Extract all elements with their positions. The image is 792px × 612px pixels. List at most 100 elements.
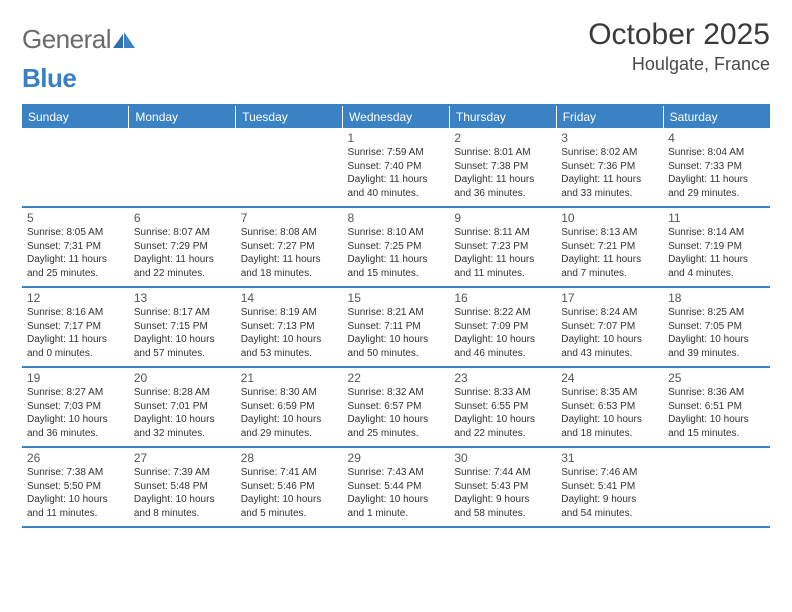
- calendar-day-cell: 9Sunrise: 8:11 AMSunset: 7:23 PMDaylight…: [449, 207, 556, 287]
- logo-sail-icon: [113, 24, 135, 55]
- calendar-day-cell: 16Sunrise: 8:22 AMSunset: 7:09 PMDayligh…: [449, 287, 556, 367]
- logo: General Blue: [22, 24, 135, 94]
- day-details: Sunrise: 8:36 AMSunset: 6:51 PMDaylight:…: [668, 386, 765, 440]
- day-number: 7: [241, 211, 338, 225]
- day-number: 16: [454, 291, 551, 305]
- calendar-day-cell: 21Sunrise: 8:30 AMSunset: 6:59 PMDayligh…: [236, 367, 343, 447]
- day-details: Sunrise: 8:30 AMSunset: 6:59 PMDaylight:…: [241, 386, 338, 440]
- day-number: 25: [668, 371, 765, 385]
- calendar-day-cell: 11Sunrise: 8:14 AMSunset: 7:19 PMDayligh…: [663, 207, 770, 287]
- day-number: 11: [668, 211, 765, 225]
- day-details: Sunrise: 8:33 AMSunset: 6:55 PMDaylight:…: [454, 386, 551, 440]
- day-number: 23: [454, 371, 551, 385]
- calendar-empty-cell: [22, 128, 129, 207]
- day-details: Sunrise: 8:27 AMSunset: 7:03 PMDaylight:…: [27, 386, 124, 440]
- calendar-day-cell: 19Sunrise: 8:27 AMSunset: 7:03 PMDayligh…: [22, 367, 129, 447]
- day-number: 10: [561, 211, 658, 225]
- day-number: 15: [348, 291, 445, 305]
- calendar-table: SundayMondayTuesdayWednesdayThursdayFrid…: [22, 106, 770, 528]
- day-details: Sunrise: 8:24 AMSunset: 7:07 PMDaylight:…: [561, 306, 658, 360]
- calendar-day-cell: 30Sunrise: 7:44 AMSunset: 5:43 PMDayligh…: [449, 447, 556, 527]
- day-number: 9: [454, 211, 551, 225]
- day-details: Sunrise: 8:35 AMSunset: 6:53 PMDaylight:…: [561, 386, 658, 440]
- calendar-day-cell: 26Sunrise: 7:38 AMSunset: 5:50 PMDayligh…: [22, 447, 129, 527]
- calendar-head: SundayMondayTuesdayWednesdayThursdayFrid…: [22, 106, 770, 128]
- day-details: Sunrise: 8:14 AMSunset: 7:19 PMDaylight:…: [668, 226, 765, 280]
- calendar-day-cell: 6Sunrise: 8:07 AMSunset: 7:29 PMDaylight…: [129, 207, 236, 287]
- calendar-day-cell: 29Sunrise: 7:43 AMSunset: 5:44 PMDayligh…: [343, 447, 450, 527]
- day-details: Sunrise: 8:25 AMSunset: 7:05 PMDaylight:…: [668, 306, 765, 360]
- day-details: Sunrise: 8:17 AMSunset: 7:15 PMDaylight:…: [134, 306, 231, 360]
- day-header: Monday: [129, 106, 236, 128]
- day-number: 28: [241, 451, 338, 465]
- calendar-week-row: 5Sunrise: 8:05 AMSunset: 7:31 PMDaylight…: [22, 207, 770, 287]
- day-number: 24: [561, 371, 658, 385]
- day-number: 6: [134, 211, 231, 225]
- location-label: Houlgate, France: [588, 54, 770, 75]
- calendar-day-cell: 31Sunrise: 7:46 AMSunset: 5:41 PMDayligh…: [556, 447, 663, 527]
- calendar-week-row: 1Sunrise: 7:59 AMSunset: 7:40 PMDaylight…: [22, 128, 770, 207]
- day-header: Tuesday: [236, 106, 343, 128]
- day-details: Sunrise: 8:32 AMSunset: 6:57 PMDaylight:…: [348, 386, 445, 440]
- calendar-body: 1Sunrise: 7:59 AMSunset: 7:40 PMDaylight…: [22, 128, 770, 527]
- calendar-day-cell: 1Sunrise: 7:59 AMSunset: 7:40 PMDaylight…: [343, 128, 450, 207]
- logo-text-general: General: [22, 24, 111, 54]
- calendar-day-cell: 20Sunrise: 8:28 AMSunset: 7:01 PMDayligh…: [129, 367, 236, 447]
- month-title: October 2025: [588, 18, 770, 52]
- day-number: 29: [348, 451, 445, 465]
- day-number: 4: [668, 131, 765, 145]
- day-details: Sunrise: 7:46 AMSunset: 5:41 PMDaylight:…: [561, 466, 658, 520]
- day-number: 19: [27, 371, 124, 385]
- day-details: Sunrise: 8:22 AMSunset: 7:09 PMDaylight:…: [454, 306, 551, 360]
- calendar-day-cell: 7Sunrise: 8:08 AMSunset: 7:27 PMDaylight…: [236, 207, 343, 287]
- day-details: Sunrise: 8:16 AMSunset: 7:17 PMDaylight:…: [27, 306, 124, 360]
- page-header: General Blue October 2025 Houlgate, Fran…: [22, 18, 770, 94]
- calendar-week-row: 19Sunrise: 8:27 AMSunset: 7:03 PMDayligh…: [22, 367, 770, 447]
- calendar-day-cell: 17Sunrise: 8:24 AMSunset: 7:07 PMDayligh…: [556, 287, 663, 367]
- calendar-empty-cell: [236, 128, 343, 207]
- day-number: 30: [454, 451, 551, 465]
- calendar-day-cell: 22Sunrise: 8:32 AMSunset: 6:57 PMDayligh…: [343, 367, 450, 447]
- day-details: Sunrise: 8:08 AMSunset: 7:27 PMDaylight:…: [241, 226, 338, 280]
- day-number: 3: [561, 131, 658, 145]
- day-details: Sunrise: 8:02 AMSunset: 7:36 PMDaylight:…: [561, 146, 658, 200]
- day-number: 8: [348, 211, 445, 225]
- day-details: Sunrise: 8:01 AMSunset: 7:38 PMDaylight:…: [454, 146, 551, 200]
- day-details: Sunrise: 8:10 AMSunset: 7:25 PMDaylight:…: [348, 226, 445, 280]
- day-details: Sunrise: 8:07 AMSunset: 7:29 PMDaylight:…: [134, 226, 231, 280]
- calendar-day-cell: 5Sunrise: 8:05 AMSunset: 7:31 PMDaylight…: [22, 207, 129, 287]
- day-header: Wednesday: [343, 106, 450, 128]
- day-number: 20: [134, 371, 231, 385]
- day-details: Sunrise: 8:19 AMSunset: 7:13 PMDaylight:…: [241, 306, 338, 360]
- day-details: Sunrise: 7:39 AMSunset: 5:48 PMDaylight:…: [134, 466, 231, 520]
- day-details: Sunrise: 8:04 AMSunset: 7:33 PMDaylight:…: [668, 146, 765, 200]
- day-number: 13: [134, 291, 231, 305]
- calendar-empty-cell: [129, 128, 236, 207]
- day-header: Sunday: [22, 106, 129, 128]
- day-number: 26: [27, 451, 124, 465]
- calendar-day-cell: 15Sunrise: 8:21 AMSunset: 7:11 PMDayligh…: [343, 287, 450, 367]
- day-details: Sunrise: 7:43 AMSunset: 5:44 PMDaylight:…: [348, 466, 445, 520]
- title-block: October 2025 Houlgate, France: [588, 18, 770, 75]
- day-details: Sunrise: 7:38 AMSunset: 5:50 PMDaylight:…: [27, 466, 124, 520]
- calendar-day-cell: 14Sunrise: 8:19 AMSunset: 7:13 PMDayligh…: [236, 287, 343, 367]
- calendar-day-cell: 18Sunrise: 8:25 AMSunset: 7:05 PMDayligh…: [663, 287, 770, 367]
- calendar-week-row: 12Sunrise: 8:16 AMSunset: 7:17 PMDayligh…: [22, 287, 770, 367]
- day-number: 31: [561, 451, 658, 465]
- day-details: Sunrise: 8:28 AMSunset: 7:01 PMDaylight:…: [134, 386, 231, 440]
- calendar-day-cell: 13Sunrise: 8:17 AMSunset: 7:15 PMDayligh…: [129, 287, 236, 367]
- day-details: Sunrise: 8:21 AMSunset: 7:11 PMDaylight:…: [348, 306, 445, 360]
- calendar-day-cell: 28Sunrise: 7:41 AMSunset: 5:46 PMDayligh…: [236, 447, 343, 527]
- day-header: Thursday: [449, 106, 556, 128]
- calendar-day-cell: 8Sunrise: 8:10 AMSunset: 7:25 PMDaylight…: [343, 207, 450, 287]
- day-header: Saturday: [663, 106, 770, 128]
- day-number: 2: [454, 131, 551, 145]
- day-details: Sunrise: 8:11 AMSunset: 7:23 PMDaylight:…: [454, 226, 551, 280]
- day-details: Sunrise: 7:44 AMSunset: 5:43 PMDaylight:…: [454, 466, 551, 520]
- calendar-day-cell: 24Sunrise: 8:35 AMSunset: 6:53 PMDayligh…: [556, 367, 663, 447]
- day-details: Sunrise: 7:41 AMSunset: 5:46 PMDaylight:…: [241, 466, 338, 520]
- day-number: 14: [241, 291, 338, 305]
- day-number: 1: [348, 131, 445, 145]
- day-details: Sunrise: 7:59 AMSunset: 7:40 PMDaylight:…: [348, 146, 445, 200]
- calendar-day-cell: 2Sunrise: 8:01 AMSunset: 7:38 PMDaylight…: [449, 128, 556, 207]
